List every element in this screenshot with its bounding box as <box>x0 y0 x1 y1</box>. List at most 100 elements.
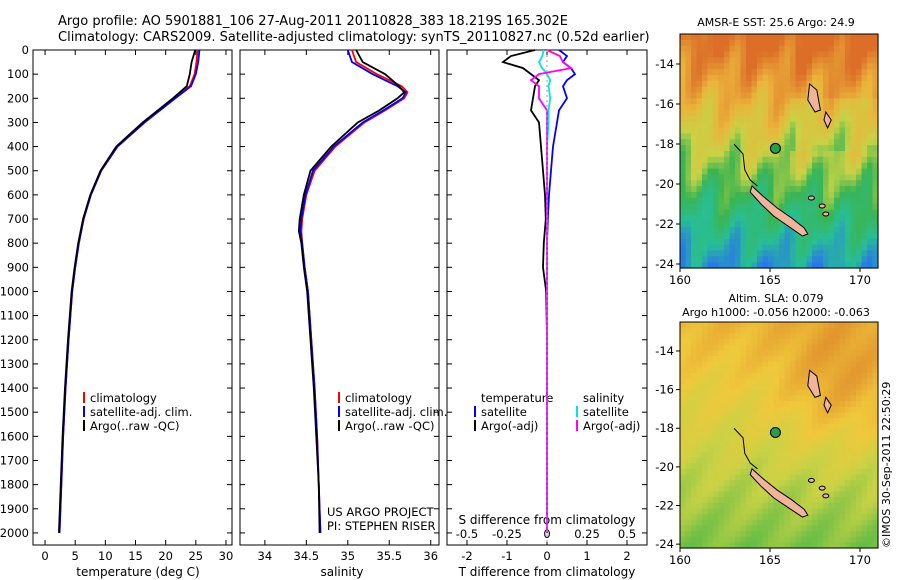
map-cell <box>817 497 824 504</box>
map-cell <box>696 74 703 82</box>
map-lon-label: 165 <box>759 273 781 287</box>
map-cell <box>696 361 703 368</box>
map-cell <box>713 203 720 211</box>
map-cell <box>757 256 764 263</box>
map-cell <box>801 468 808 476</box>
map-cell <box>707 74 714 82</box>
map-cell <box>724 221 731 228</box>
diff-legend-s-satellite: satellite <box>583 405 629 419</box>
map-cell <box>856 474 863 481</box>
map-cell <box>812 139 819 146</box>
map-cell <box>845 168 852 175</box>
map-cell <box>691 156 698 164</box>
map-cell <box>839 92 846 99</box>
map-cell <box>828 446 835 453</box>
map-cell <box>828 536 835 543</box>
map-cell <box>740 80 747 88</box>
map-cell <box>845 139 852 146</box>
map-cell <box>707 508 714 515</box>
diff-legend-t-satellite: satellite <box>481 405 527 419</box>
map-cell <box>724 514 731 521</box>
map-cell <box>828 262 835 269</box>
map-cell <box>729 180 736 187</box>
map-cell <box>762 468 769 476</box>
map-cell <box>856 227 863 234</box>
map-cell <box>713 514 720 521</box>
map-cell <box>746 203 753 211</box>
map-cell <box>812 238 819 246</box>
map-cell <box>751 435 758 442</box>
map-cell <box>784 63 791 70</box>
map-cell <box>762 412 769 419</box>
map-cell <box>696 542 703 549</box>
map-cell <box>806 191 813 199</box>
map-cell <box>795 372 802 380</box>
map-cell <box>696 86 703 94</box>
map-cell <box>861 435 868 442</box>
map-cell <box>762 497 769 504</box>
map-cell <box>823 197 830 205</box>
map-cell <box>718 508 725 515</box>
map-cell <box>713 406 720 413</box>
map-cell <box>784 446 791 453</box>
map-cell <box>823 497 830 504</box>
map-cell <box>729 133 736 140</box>
map-cell <box>867 238 874 246</box>
depth-tick-label: 500 <box>7 164 29 178</box>
map-cell <box>867 256 874 263</box>
map-cell <box>762 338 769 346</box>
map-cell <box>845 69 852 76</box>
map-cell <box>718 180 725 187</box>
map-cell <box>867 74 874 82</box>
map-cell <box>806 162 813 170</box>
map-cell <box>850 215 857 222</box>
map-cell <box>784 519 791 526</box>
map-cell <box>718 531 725 538</box>
map-cell <box>801 440 808 447</box>
map-cell <box>746 463 753 470</box>
map-cell <box>861 86 868 94</box>
map-cell <box>696 92 703 99</box>
map-cell <box>746 333 753 340</box>
map-cell <box>795 57 802 64</box>
map-cell <box>729 39 736 47</box>
depth-tick-label: 300 <box>7 115 29 129</box>
map-cell <box>746 401 753 408</box>
map-cell <box>757 145 764 152</box>
map-cell <box>795 531 802 538</box>
map-cell <box>839 191 846 199</box>
map-cell <box>680 361 687 368</box>
map-cell <box>729 485 736 493</box>
map-cell <box>845 463 852 470</box>
map-cell <box>839 104 846 111</box>
map-cell <box>872 215 879 222</box>
reef-outline <box>733 427 758 470</box>
map-cell <box>762 232 769 240</box>
map-cell <box>685 468 692 476</box>
map-cell <box>707 256 714 263</box>
map-cell <box>823 86 830 94</box>
map-cell <box>845 197 852 205</box>
map-cell <box>872 238 879 246</box>
map-cell <box>861 186 868 193</box>
map-cell <box>845 110 852 117</box>
map-cell <box>834 63 841 70</box>
map-cell <box>817 423 824 430</box>
map-cell <box>812 491 819 498</box>
map-cell <box>762 355 769 363</box>
map-cell <box>685 209 692 216</box>
map-cell <box>685 221 692 228</box>
map-cell <box>801 92 808 99</box>
map-cell <box>735 156 742 164</box>
map-cell <box>702 401 709 408</box>
map-cell <box>729 327 736 334</box>
map-cell <box>806 536 813 543</box>
map-cell <box>839 468 846 476</box>
map-cell <box>713 440 720 447</box>
map-cell <box>795 45 802 53</box>
map-cell <box>795 80 802 88</box>
map-cell <box>713 250 720 257</box>
map-cell <box>762 250 769 257</box>
map-cell <box>685 435 692 442</box>
map-cell <box>790 508 797 515</box>
